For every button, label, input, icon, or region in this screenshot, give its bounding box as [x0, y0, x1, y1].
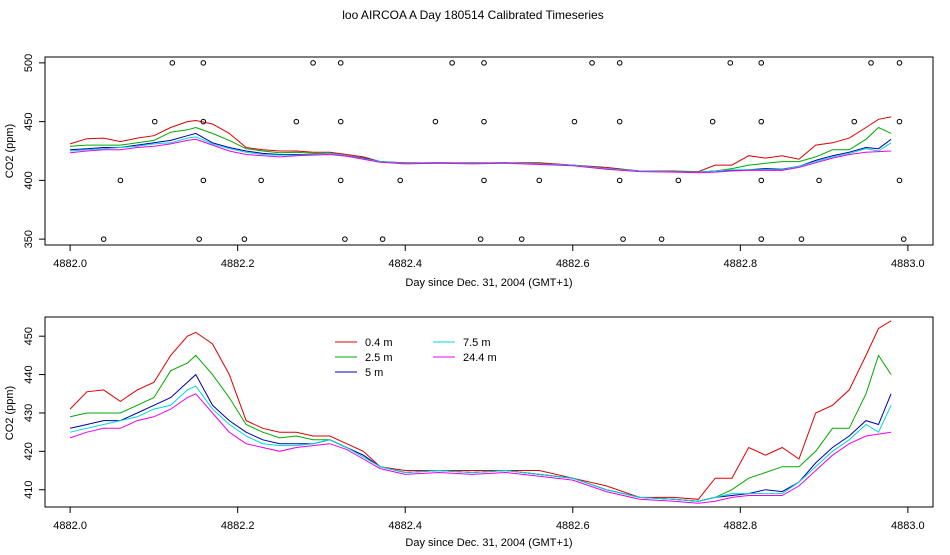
- legend-label: 5 m: [365, 367, 383, 379]
- flag-point: [709, 118, 716, 125]
- flag-point: [868, 60, 874, 66]
- flag-point: [100, 236, 107, 242]
- flag-point: [481, 60, 487, 66]
- flag-point: [658, 236, 665, 242]
- upper-plot-frame: [44, 56, 934, 246]
- flag-point: [758, 118, 765, 125]
- flag-point: [379, 236, 386, 242]
- flag-point: [758, 177, 765, 184]
- upper-x-tick-label: 4882.6: [556, 258, 590, 270]
- flag-point: [151, 118, 158, 125]
- flag-point: [616, 60, 623, 66]
- flag-point: [675, 177, 682, 184]
- lower-x-tick-label: 4882.8: [723, 520, 757, 532]
- upper-series-line-7-5-m: [70, 136, 892, 173]
- upper-x-tick-label: 4883.0: [891, 258, 925, 270]
- upper-x-tick-label: 4882.8: [723, 258, 757, 270]
- flag-point: [758, 60, 765, 66]
- flag-point: [169, 60, 176, 66]
- flag-point: [518, 236, 525, 242]
- lower-x-tick-label: 4882.4: [388, 520, 422, 532]
- flag-point: [896, 60, 903, 66]
- flag-point: [620, 236, 626, 242]
- upper-panel: CO2 (ppm) Day since Dec. 31, 2004 (GMT+1…: [4, 54, 934, 289]
- flag-point: [571, 118, 578, 125]
- flag-point: [896, 177, 903, 184]
- flag-point: [477, 236, 484, 242]
- upper-y-tick-label: 500: [23, 54, 35, 72]
- lower-series-line-0-4-m: [69, 320, 892, 500]
- flag-point: [616, 118, 623, 125]
- flag-point: [851, 118, 858, 125]
- flag-point: [481, 118, 487, 125]
- lower-x-tick-label: 4882.6: [556, 520, 590, 532]
- lower-x-tick-label: 4883.0: [891, 520, 925, 532]
- flag-point: [293, 118, 300, 125]
- flag-point: [727, 60, 734, 66]
- flag-point: [117, 177, 124, 184]
- lower-y-tick-label: 440: [23, 365, 35, 383]
- lower-y-tick-label: 420: [23, 442, 35, 460]
- lower-x-tick-label: 4882.2: [221, 520, 255, 532]
- flag-point: [449, 60, 455, 66]
- lower-series-line-5-m: [69, 373, 892, 502]
- flag-point: [337, 60, 344, 66]
- flag-point: [616, 177, 623, 184]
- flag-point: [200, 118, 207, 125]
- flag-point: [481, 177, 487, 184]
- flag-point: [816, 177, 822, 184]
- upper-series-lines: [69, 116, 892, 174]
- legend-label: 2.5 m: [365, 352, 393, 364]
- upper-flag-points: [100, 60, 907, 242]
- lower-axes: 4882.0 4882.2 4882.4 4882.6 4882.8 4883.0 410 4…: [23, 327, 925, 532]
- upper-x-tick-label: 4882.4: [388, 258, 422, 270]
- flag-point: [337, 118, 344, 125]
- legend-label: 7.5 m: [463, 337, 491, 349]
- flag-point: [397, 177, 404, 184]
- flag-point: [900, 236, 907, 242]
- flag-point: [536, 177, 543, 184]
- flag-point: [258, 177, 264, 184]
- legend-label: 24.4 m: [463, 352, 497, 364]
- flag-point: [342, 236, 348, 242]
- upper-series-line-24-4-m: [70, 138, 892, 174]
- flag-point: [798, 236, 805, 242]
- flag-point: [200, 60, 207, 66]
- lower-x-tick-label: 4882.0: [53, 520, 87, 532]
- lower-panel: CO2 (ppm) Day since Dec. 31, 2004 (GMT+1…: [4, 316, 934, 549]
- upper-x-axis-label: Day since Dec. 31, 2004 (GMT+1): [405, 277, 572, 289]
- lower-y-axis-label: CO2 (ppm): [4, 386, 16, 440]
- legend: 0.4 m 2.5 m 5 m 7.5 m 24.4 m: [335, 337, 497, 379]
- lower-y-tick-label: 410: [23, 481, 35, 499]
- upper-y-tick-label: 350: [23, 230, 35, 248]
- flag-point: [589, 60, 595, 66]
- lower-y-tick-label: 430: [23, 404, 35, 422]
- flag-point: [196, 236, 202, 242]
- upper-x-tick-label: 4882.2: [221, 258, 255, 270]
- upper-y-tick-label: 450: [23, 112, 35, 130]
- upper-axes: 4882.0 4882.2 4882.4 4882.6 4882.8 4883.0 350 4…: [23, 54, 925, 270]
- flag-point: [310, 60, 316, 66]
- upper-y-axis-label: CO2 (ppm): [4, 124, 16, 178]
- lower-series-line-24-4-m: [69, 393, 892, 504]
- upper-x-tick-label: 4882.0: [53, 258, 87, 270]
- legend-label: 0.4 m: [365, 337, 393, 349]
- flag-point: [432, 118, 439, 125]
- lower-y-tick-label: 450: [23, 327, 35, 345]
- upper-y-tick-label: 400: [23, 171, 35, 189]
- lower-series-lines: [69, 320, 892, 504]
- lower-series-line-7-5-m: [69, 385, 892, 502]
- flag-point: [241, 236, 248, 242]
- figure-title: loo AIRCOA A Day 180514 Calibrated Times…: [342, 8, 603, 22]
- flag-point: [337, 177, 344, 184]
- flag-point: [896, 118, 903, 125]
- flag-point: [758, 236, 765, 242]
- lower-x-axis-label: Day since Dec. 31, 2004 (GMT+1): [405, 537, 572, 549]
- flag-point: [200, 177, 207, 184]
